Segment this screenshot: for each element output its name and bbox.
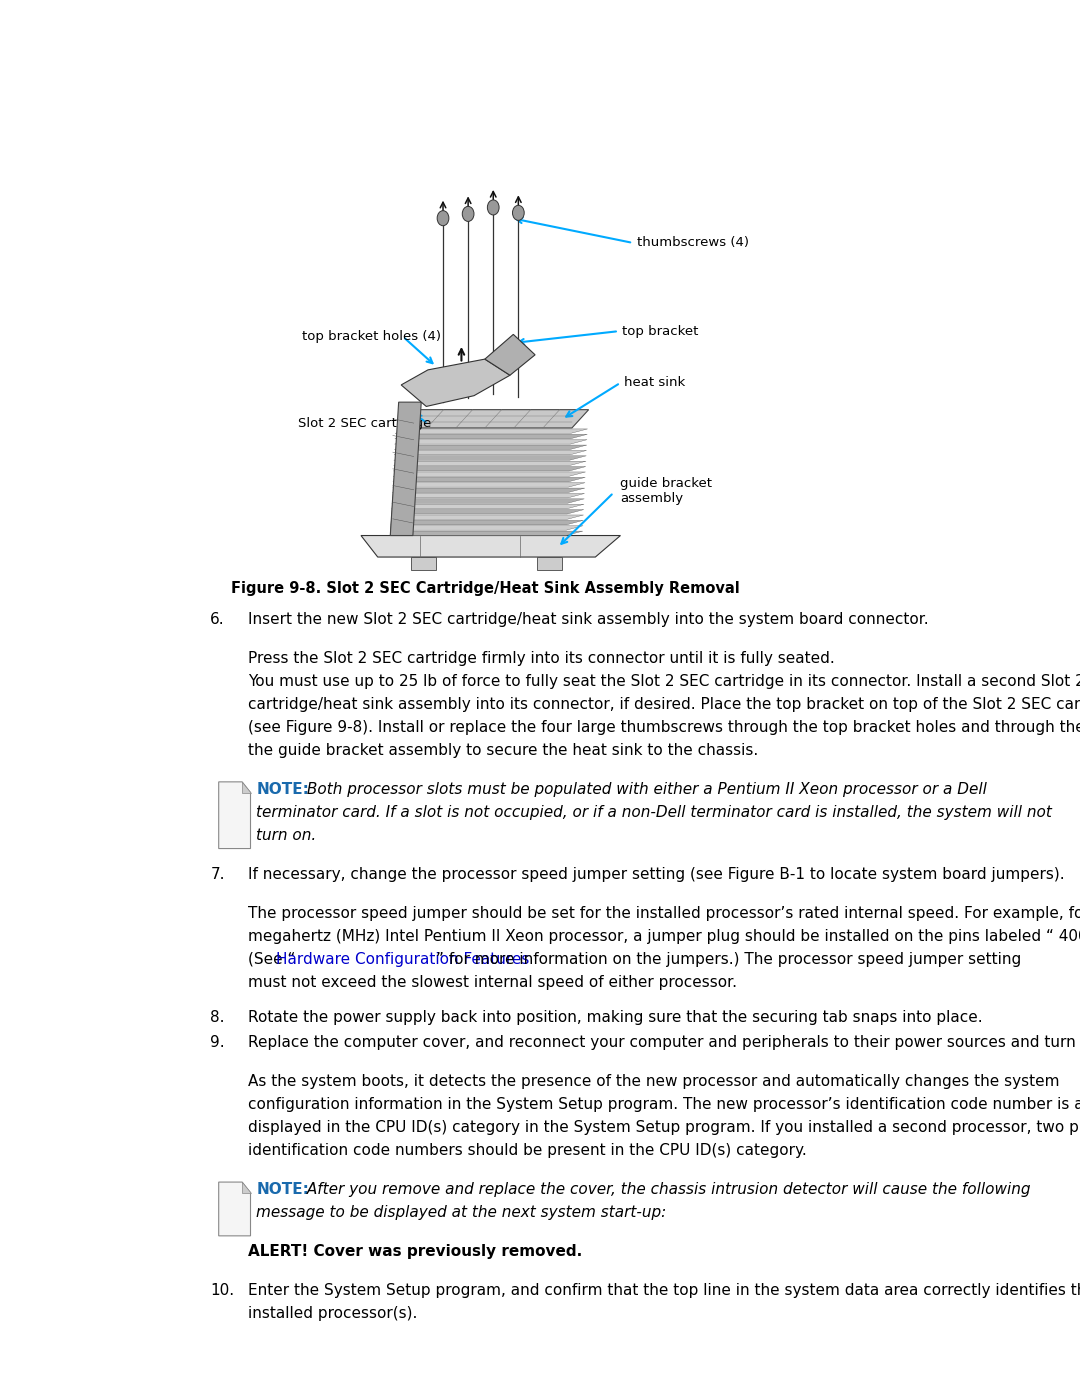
Text: As the system boots, it detects the presence of the new processor and automatica: As the system boots, it detects the pres…	[248, 1074, 1059, 1090]
Text: 9.: 9.	[211, 1035, 225, 1051]
Text: thumbscrews (4): thumbscrews (4)	[637, 236, 750, 250]
Text: Press the Slot 2 SEC cartridge firmly into its connector until it is fully seate: Press the Slot 2 SEC cartridge firmly in…	[248, 651, 835, 665]
Text: 10.: 10.	[211, 1282, 234, 1298]
Polygon shape	[393, 467, 585, 471]
Text: configuration information in the System Setup program. The new processor’s ident: configuration information in the System …	[248, 1097, 1080, 1112]
Text: Figure 9-8. Slot 2 SEC Cartridge/Heat Sink Assembly Removal: Figure 9-8. Slot 2 SEC Cartridge/Heat Si…	[231, 581, 740, 595]
Text: You must use up to 25 lb of force to fully seat the Slot 2 SEC cartridge in its : You must use up to 25 lb of force to ful…	[248, 673, 1080, 689]
Polygon shape	[394, 446, 586, 450]
Polygon shape	[395, 429, 588, 433]
Text: Insert the new Slot 2 SEC cartridge/heat sink assembly into the system board con: Insert the new Slot 2 SEC cartridge/heat…	[248, 612, 929, 627]
Text: ” for more information on the jumpers.) The processor speed jumper setting: ” for more information on the jumpers.) …	[436, 951, 1022, 967]
Text: Enter the System Setup program, and confirm that the top line in the system data: Enter the System Setup program, and conf…	[248, 1282, 1080, 1298]
Text: cartridge/heat sink assembly into its connector, if desired. Place the top brack: cartridge/heat sink assembly into its co…	[248, 697, 1080, 712]
Polygon shape	[393, 461, 586, 465]
Polygon shape	[392, 483, 585, 488]
Polygon shape	[393, 472, 585, 476]
Polygon shape	[394, 455, 586, 460]
Polygon shape	[392, 493, 584, 497]
Polygon shape	[391, 510, 584, 514]
Polygon shape	[242, 1182, 251, 1193]
Text: If necessary, change the processor speed jumper setting (see Figure B-1 to locat: If necessary, change the processor speed…	[248, 866, 1065, 882]
Text: Slot 2 SEC cartridge: Slot 2 SEC cartridge	[298, 418, 432, 430]
Polygon shape	[485, 334, 535, 376]
Circle shape	[437, 211, 449, 226]
Polygon shape	[394, 440, 588, 444]
Polygon shape	[394, 450, 586, 455]
Polygon shape	[401, 359, 510, 407]
Text: displayed in the CPU ID(s) category in the System Setup program. If you installe: displayed in the CPU ID(s) category in t…	[248, 1120, 1080, 1136]
Polygon shape	[361, 535, 620, 557]
Polygon shape	[392, 504, 584, 509]
Text: megahertz (MHz) Intel Pentium II Xeon processor, a jumper plug should be install: megahertz (MHz) Intel Pentium II Xeon pr…	[248, 929, 1080, 944]
Polygon shape	[391, 515, 583, 520]
Text: NOTE:: NOTE:	[256, 1182, 309, 1197]
Polygon shape	[390, 427, 413, 535]
Polygon shape	[395, 434, 588, 439]
Text: Rotate the power supply back into position, making sure that the securing tab sn: Rotate the power supply back into positi…	[248, 1010, 983, 1025]
Text: 6.: 6.	[211, 612, 225, 627]
Text: the guide bracket assembly to secure the heat sink to the chassis.: the guide bracket assembly to secure the…	[248, 743, 758, 759]
Text: terminator card. If a slot is not occupied, or if a non-Dell terminator card is : terminator card. If a slot is not occupi…	[256, 805, 1052, 820]
Text: After you remove and replace the cover, the chassis intrusion detector will caus: After you remove and replace the cover, …	[302, 1182, 1031, 1197]
Polygon shape	[397, 409, 589, 427]
Polygon shape	[393, 478, 585, 482]
Text: identification code numbers should be present in the CPU ID(s) category.: identification code numbers should be pr…	[248, 1143, 807, 1158]
Circle shape	[513, 205, 524, 221]
Polygon shape	[537, 557, 562, 570]
Text: turn on.: turn on.	[256, 828, 316, 844]
Polygon shape	[411, 557, 436, 570]
Polygon shape	[242, 782, 251, 792]
Text: top bracket holes (4): top bracket holes (4)	[302, 330, 442, 344]
Polygon shape	[390, 402, 421, 535]
Text: Hardware Configuration Features: Hardware Configuration Features	[275, 951, 529, 967]
Text: NOTE:: NOTE:	[256, 782, 309, 796]
Text: Replace the computer cover, and reconnect your computer and peripherals to their: Replace the computer cover, and reconnec…	[248, 1035, 1080, 1051]
Text: (See “: (See “	[248, 951, 295, 967]
Polygon shape	[218, 782, 251, 848]
Text: 7.: 7.	[211, 866, 225, 882]
Text: must not exceed the slowest internal speed of either processor.: must not exceed the slowest internal spe…	[248, 975, 737, 990]
Polygon shape	[391, 520, 583, 525]
Text: guide bracket: guide bracket	[620, 478, 713, 490]
Polygon shape	[391, 525, 583, 529]
Text: assembly: assembly	[620, 493, 684, 506]
Polygon shape	[392, 499, 584, 503]
Circle shape	[487, 200, 499, 215]
Text: installed processor(s).: installed processor(s).	[248, 1306, 417, 1320]
Text: heat sink: heat sink	[624, 376, 685, 390]
Text: 8.: 8.	[211, 1010, 225, 1025]
Polygon shape	[392, 488, 584, 493]
Polygon shape	[390, 531, 583, 535]
Text: top bracket: top bracket	[622, 324, 699, 338]
Text: ALERT! Cover was previously removed.: ALERT! Cover was previously removed.	[248, 1243, 582, 1259]
Text: The processor speed jumper should be set for the installed processor’s rated int: The processor speed jumper should be set…	[248, 905, 1080, 921]
Polygon shape	[218, 1182, 251, 1236]
Text: (see Figure 9-8). Install or replace the four large thumbscrews through the top : (see Figure 9-8). Install or replace the…	[248, 719, 1080, 735]
Text: message to be displayed at the next system start-up:: message to be displayed at the next syst…	[256, 1206, 666, 1220]
Circle shape	[462, 207, 474, 222]
Text: Both processor slots must be populated with either a Pentium II Xeon processor o: Both processor slots must be populated w…	[302, 782, 987, 796]
